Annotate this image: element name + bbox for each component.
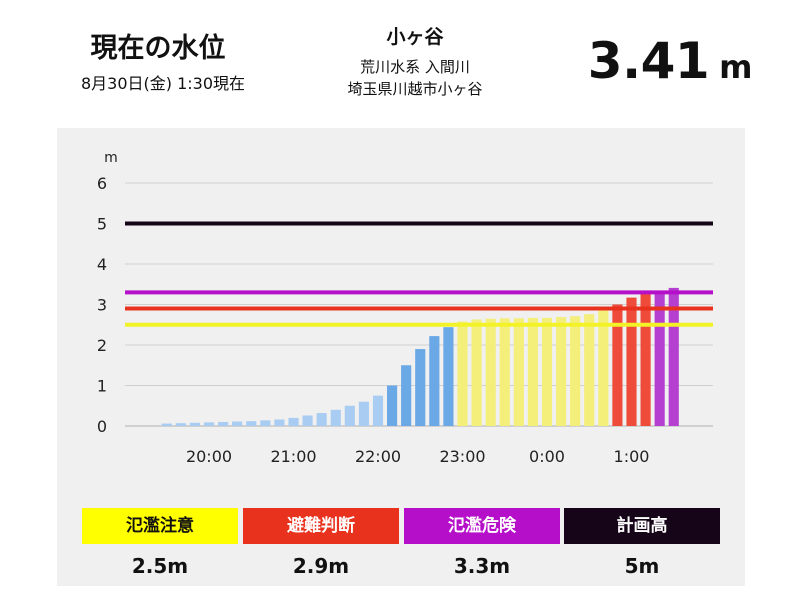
y-tick-label: 5: [97, 215, 107, 234]
timestamp: 8月30日(金) 1:30現在: [80, 74, 246, 93]
bar: [358, 401, 369, 426]
bar: [668, 287, 679, 426]
legend-flood-danger-badge: 氾濫危険: [404, 508, 560, 544]
bar: [372, 395, 384, 426]
bar: [654, 291, 665, 426]
bar: [415, 349, 426, 426]
bar: [527, 317, 538, 426]
bar: [344, 405, 355, 426]
legend-design-height-value: 5m: [624, 554, 660, 578]
bar: [246, 421, 257, 426]
bar: [513, 318, 524, 426]
bar: [499, 318, 510, 426]
x-tick-label: 20:00: [186, 447, 232, 466]
bar: [387, 385, 398, 426]
y-tick-label: 0: [97, 417, 107, 436]
bar: [584, 314, 595, 426]
bar: [626, 297, 637, 426]
station-info: 荒川水系 入間川 埼玉県川越市小ヶ谷: [310, 56, 520, 100]
y-tick-label: 2: [97, 336, 107, 355]
bar: [541, 317, 553, 426]
bar: [302, 415, 313, 426]
legend-evacuation-judgment-badge: 避難判断: [243, 508, 399, 544]
bar: [570, 316, 581, 426]
legend-flood-caution-badge: 氾濫注意: [82, 508, 238, 544]
river-name: 荒川水系 入間川: [360, 58, 470, 76]
bar: [429, 336, 440, 426]
x-tick-label: 23:00: [439, 447, 485, 466]
bar: [485, 318, 496, 426]
bar: [401, 365, 412, 426]
bar: [260, 420, 271, 426]
bar: [203, 422, 215, 426]
legend-flood-caution-value: 2.5m: [131, 554, 189, 578]
level-value: 3.41: [587, 32, 710, 90]
x-tick-label: 0:00: [529, 447, 565, 466]
y-axis-unit-label: m: [104, 150, 118, 166]
bar: [232, 421, 243, 426]
x-tick-label: 22:00: [355, 447, 401, 466]
bar: [288, 417, 299, 426]
y-tick-label: 3: [97, 296, 107, 315]
y-tick-label: 6: [97, 174, 107, 193]
bar: [612, 304, 623, 426]
x-tick-label: 21:00: [270, 447, 316, 466]
y-tick-label: 4: [97, 255, 107, 274]
station-location: 埼玉県川越市小ヶ谷: [347, 80, 483, 98]
current-level: 3.41 m: [587, 32, 753, 90]
bar: [471, 319, 482, 426]
level-unit: m: [719, 48, 752, 86]
bar: [556, 317, 567, 426]
bar: [274, 419, 285, 426]
bar: [316, 413, 327, 426]
water-level-chart: m 0 1 2 3 4 5 6 20:00 21:00 22:00 23:00 0:00 1:00: [97, 150, 713, 466]
page-title: 現在の水位: [90, 33, 226, 64]
x-tick-label: 1:00: [614, 447, 650, 466]
bar: [330, 409, 341, 426]
legend-evacuation-judgment-value: 2.9m: [292, 554, 350, 578]
station-name: 小ヶ谷: [386, 26, 444, 48]
legend-design-height-badge: 計画高: [564, 508, 720, 544]
bar: [161, 423, 172, 426]
bar: [189, 422, 200, 426]
bar: [640, 293, 651, 426]
bar: [457, 321, 468, 426]
y-tick-label: 1: [97, 377, 107, 396]
bar: [443, 327, 454, 426]
bar: [218, 421, 229, 426]
legend-flood-danger-value: 3.3m: [453, 554, 511, 578]
bar: [175, 423, 186, 426]
bar: [598, 309, 609, 426]
